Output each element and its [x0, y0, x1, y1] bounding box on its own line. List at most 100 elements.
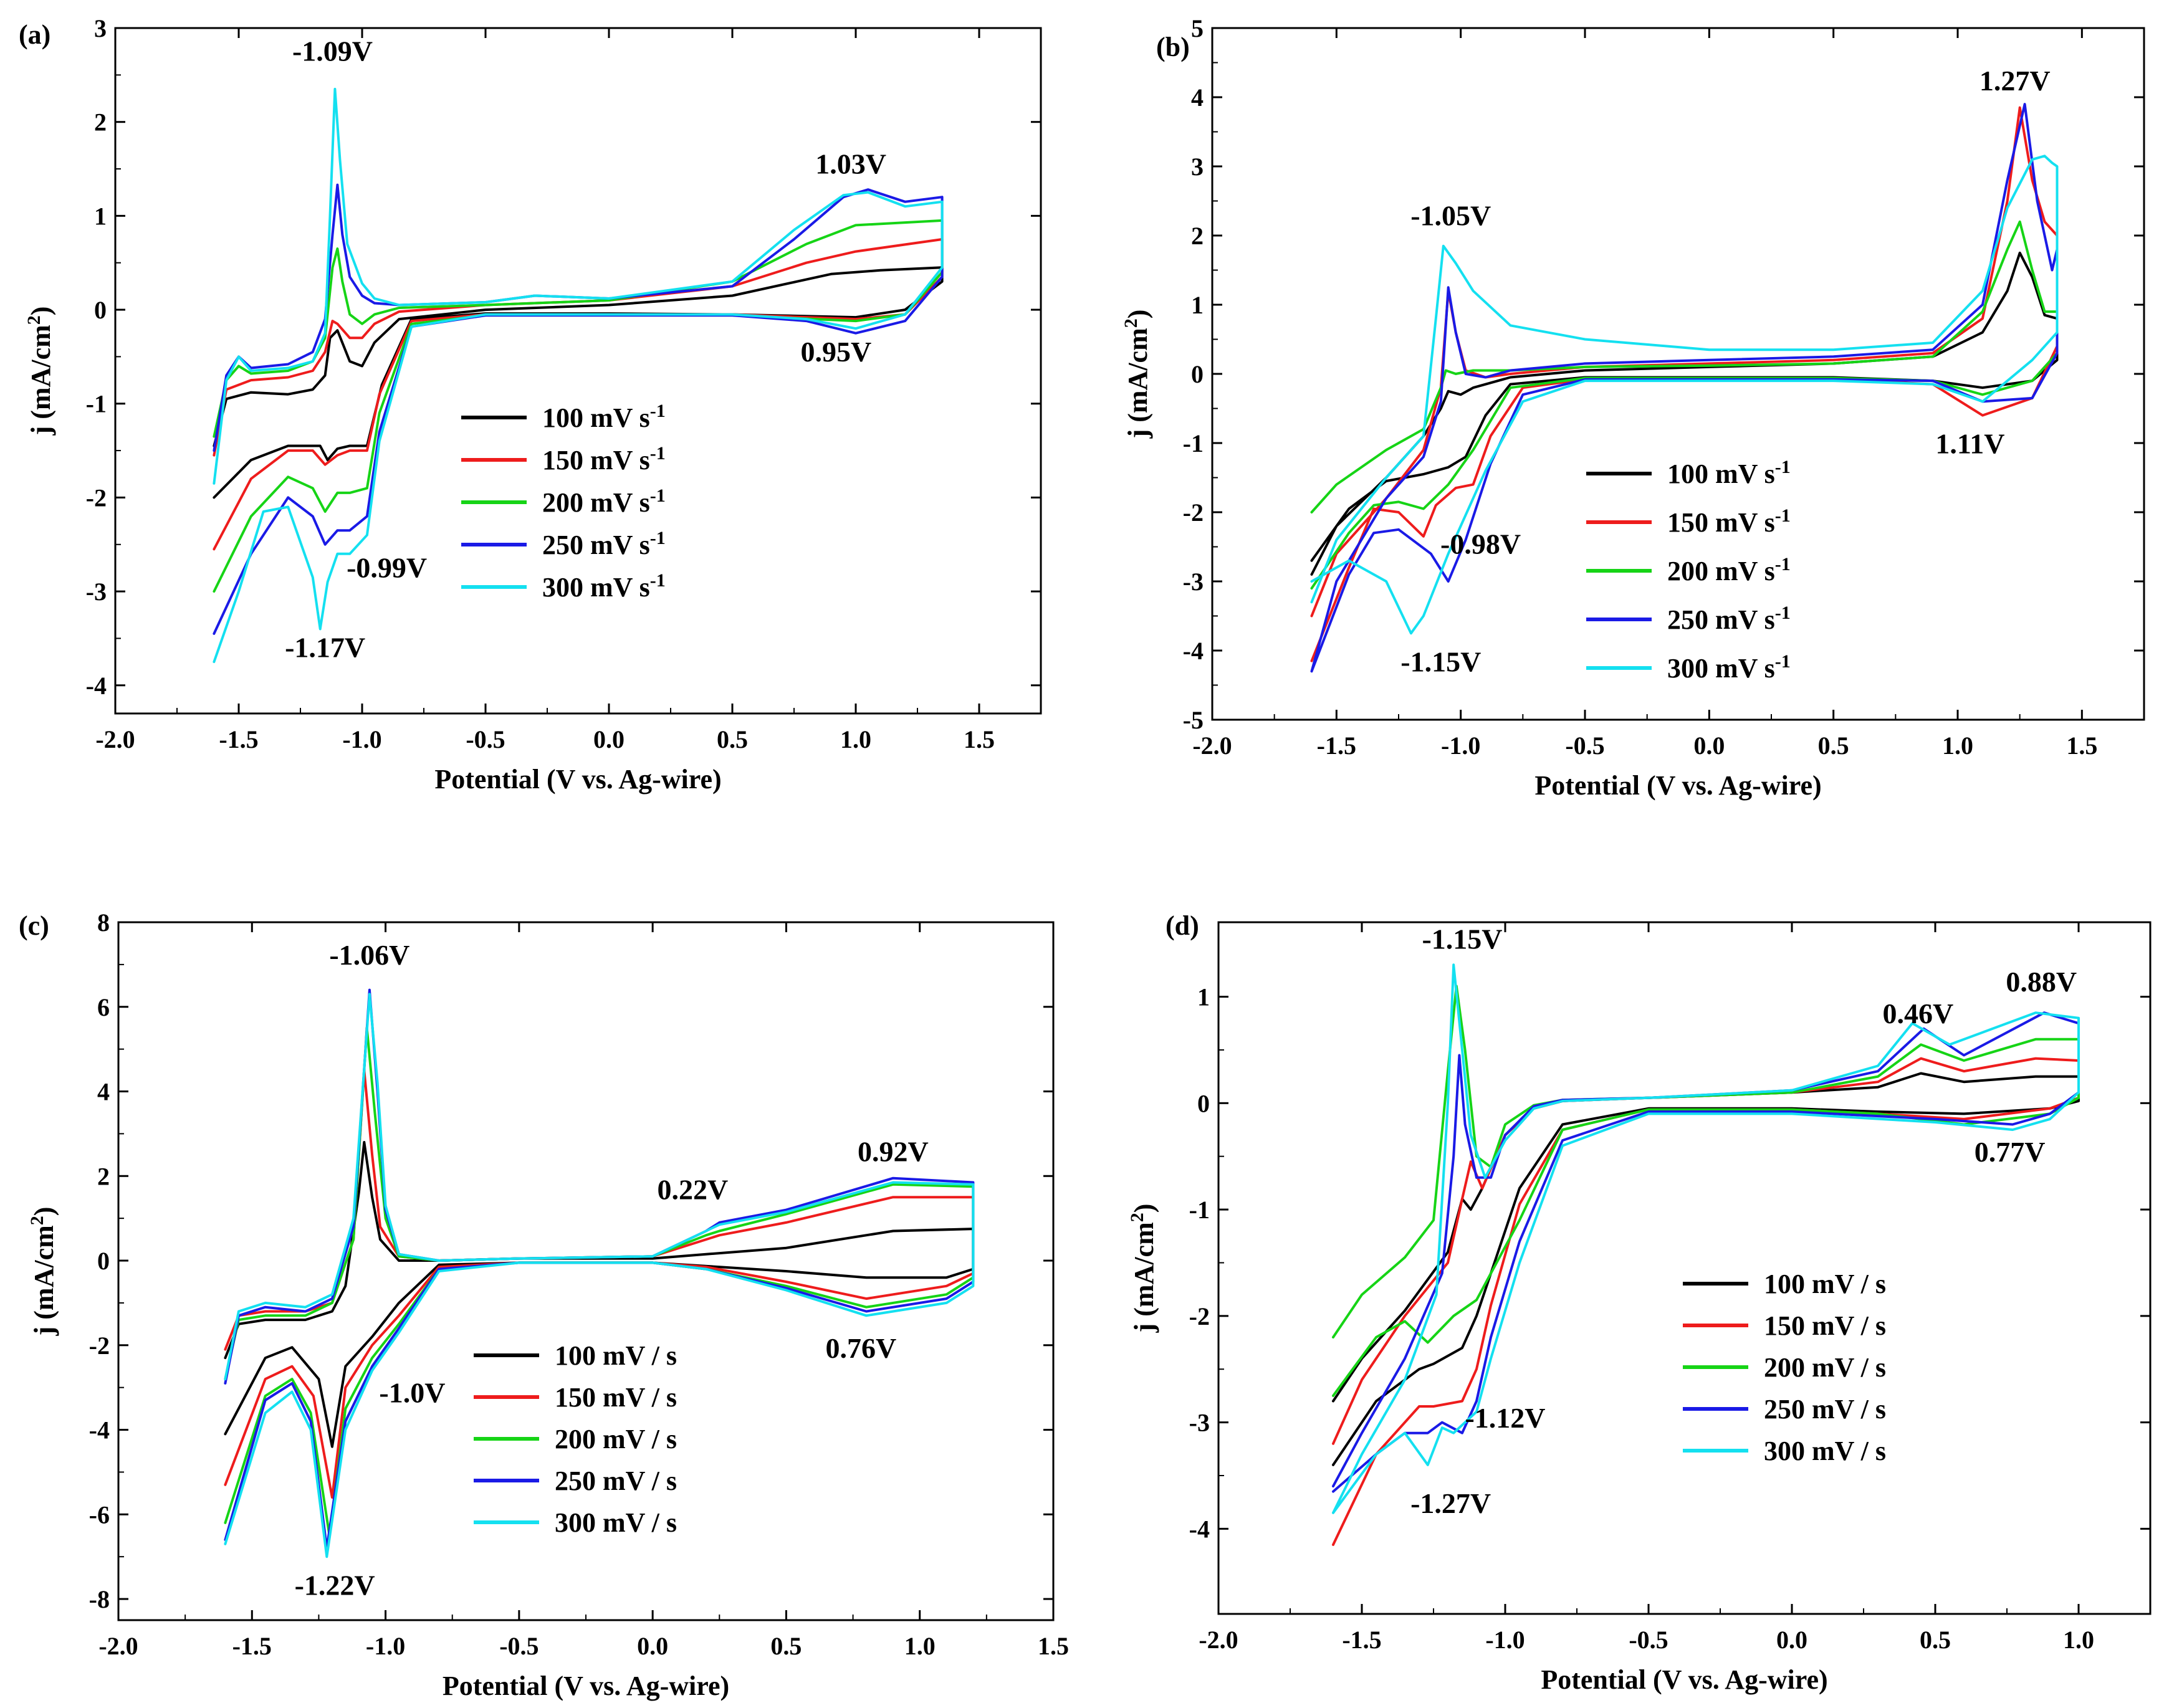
x-tick-label: 1.0: [2063, 1626, 2094, 1654]
legend-label: 150 mV s-1: [542, 443, 666, 475]
legend-label-main: 300 mV s: [542, 572, 650, 603]
y-tick-label: -5: [1183, 706, 1204, 734]
peak-annotation: 0.92V: [858, 1136, 929, 1168]
legend-label: 100 mV s-1: [1667, 457, 1791, 489]
x-tick-label: -1.0: [1485, 1626, 1525, 1654]
legend-label: 250 mV s-1: [1667, 603, 1791, 635]
x-tick-label: -1.0: [1441, 732, 1480, 760]
legend-label-main: 150 mV / s: [555, 1382, 677, 1413]
legend-label-main: 250 mV / s: [1764, 1394, 1886, 1424]
x-tick-label: 0.5: [770, 1632, 802, 1660]
peak-annotation: -1.06V: [329, 939, 409, 971]
y-tick-label: -2: [89, 1332, 110, 1360]
y-axis-title-main: j (mA/cm: [26, 325, 56, 436]
legend-label: 200 mV s-1: [1667, 554, 1791, 586]
y-axis-title-sup: 2: [1127, 1213, 1147, 1222]
peak-annotation: -1.15V: [1400, 646, 1481, 677]
y-tick-label: -8: [89, 1585, 110, 1613]
series-line-300: [213, 87, 944, 664]
series-line-100: [1332, 1072, 2080, 1466]
series-line-250: [1332, 1011, 2080, 1493]
plot-frame: [1217, 921, 2152, 1615]
legend-label-sup: -1: [1775, 457, 1791, 477]
y-tick-label: -1: [86, 390, 107, 418]
legend-label-main: 100 mV s: [1667, 459, 1775, 489]
x-tick-label: -1.5: [219, 725, 258, 753]
panel-label: (a): [19, 19, 50, 50]
y-tick-label: 3: [1191, 153, 1204, 181]
series-line-200: [213, 219, 944, 593]
peak-annotation: 1.03V: [815, 148, 886, 180]
y-axis-title: j (mA/cm2): [1127, 1204, 1159, 1333]
panel-b: -2.0 -1.5 -1.0 -0.5 0.0 0.5 1.0 1.5 -5 -4 -3 -2 -1 0 1…: [1121, 14, 2145, 801]
legend-label-sup: -1: [650, 485, 666, 506]
y-tick-label: 5: [1191, 14, 1204, 42]
x-tick-label: -1.0: [342, 725, 381, 753]
legend-label-main: 250 mV / s: [555, 1466, 677, 1496]
legend-label-main: 150 mV / s: [1764, 1310, 1886, 1341]
x-tick-label: -0.5: [499, 1632, 539, 1660]
peak-annotation: 1.11V: [1935, 428, 2004, 460]
peak-annotation: 0.95V: [800, 336, 871, 368]
peak-annotation: -1.12V: [1465, 1402, 1545, 1434]
legend-label-main: 250 mV s: [542, 530, 650, 560]
x-tick-label: -2.0: [1199, 1626, 1238, 1654]
panel-label: (d): [1166, 910, 1199, 941]
x-tick-label: 0.5: [1920, 1626, 1951, 1654]
legend-label-sup: -1: [650, 443, 666, 464]
peak-annotation: 0.76V: [826, 1332, 897, 1364]
legend-label-main: 200 mV / s: [1764, 1352, 1886, 1383]
y-axis-title-main: j (mA/cm: [29, 1225, 59, 1336]
y-axis-title-main: j (mA/cm: [1123, 328, 1153, 439]
legend: 100 mV / s 150 mV / s 200 mV / s 250 mV / s…: [474, 1340, 677, 1538]
x-tick-label: -0.5: [466, 725, 505, 753]
peak-annotation: -1.05V: [1410, 199, 1491, 231]
peak-annotation: -1.15V: [1422, 923, 1502, 955]
peak-annotation: -1.27V: [1410, 1487, 1491, 1519]
y-tick-label: 0: [1197, 1089, 1210, 1117]
legend-label-main: 300 mV s: [1667, 653, 1775, 684]
legend-label-main: 200 mV / s: [555, 1424, 677, 1454]
y-axis-title: j (mA/cm2): [1121, 310, 1153, 439]
x-tick-label: -2.0: [1192, 732, 1232, 760]
y-tick-label: 0: [94, 296, 107, 324]
y-tick-label: -4: [86, 672, 107, 700]
legend-label-main: 200 mV s: [542, 487, 650, 518]
y-axis-title: j (mA/cm2): [27, 1207, 59, 1337]
legend-label-sup: -1: [650, 570, 666, 591]
peak-annotation: 1.27V: [1979, 65, 2051, 97]
y-tick-label: -3: [86, 578, 107, 606]
y-tick-label: 4: [1191, 83, 1204, 112]
x-axis-title: Potential (V vs. Ag-wire): [1534, 770, 1821, 801]
legend-label-sup: -1: [1775, 603, 1791, 623]
peak-annotation: -1.09V: [292, 36, 373, 67]
legend-label-main: 150 mV s: [542, 445, 650, 475]
legend-label-sup: -1: [1775, 554, 1791, 575]
y-tick-label: -3: [1183, 568, 1204, 596]
legend-label-main: 100 mV / s: [1764, 1269, 1886, 1299]
legend-label: 100 mV s-1: [542, 401, 666, 433]
x-tick-label: 0.5: [717, 725, 748, 753]
x-tick-label: -1.5: [232, 1632, 272, 1660]
x-tick-label: 1.0: [1942, 732, 1973, 760]
series-line-250: [1310, 103, 2059, 673]
y-tick-label: -4: [1183, 637, 1204, 665]
legend-label-main: 300 mV / s: [1764, 1436, 1886, 1466]
legend-label: 100 mV / s: [555, 1340, 677, 1371]
x-tick-label: -1.5: [1317, 732, 1356, 760]
y-tick-label: -3: [1189, 1409, 1210, 1437]
x-tick-label: -2.0: [98, 1632, 138, 1660]
y-axis-title-end: ): [29, 1207, 59, 1216]
x-tick-label: -0.5: [1565, 732, 1604, 760]
x-tick-label: 0.0: [637, 1632, 668, 1660]
x-axis-title: Potential (V vs. Ag-wire): [434, 764, 721, 794]
legend: 100 mV / s 150 mV / s 200 mV / s 250 mV / s…: [1683, 1269, 1886, 1466]
legend-label: 150 mV s-1: [1667, 505, 1791, 538]
peak-annotation: 0.22V: [658, 1174, 729, 1206]
y-tick-label: -2: [1183, 499, 1204, 527]
legend-label-main: 300 mV / s: [555, 1507, 677, 1538]
x-tick-label: 1.0: [840, 725, 871, 753]
